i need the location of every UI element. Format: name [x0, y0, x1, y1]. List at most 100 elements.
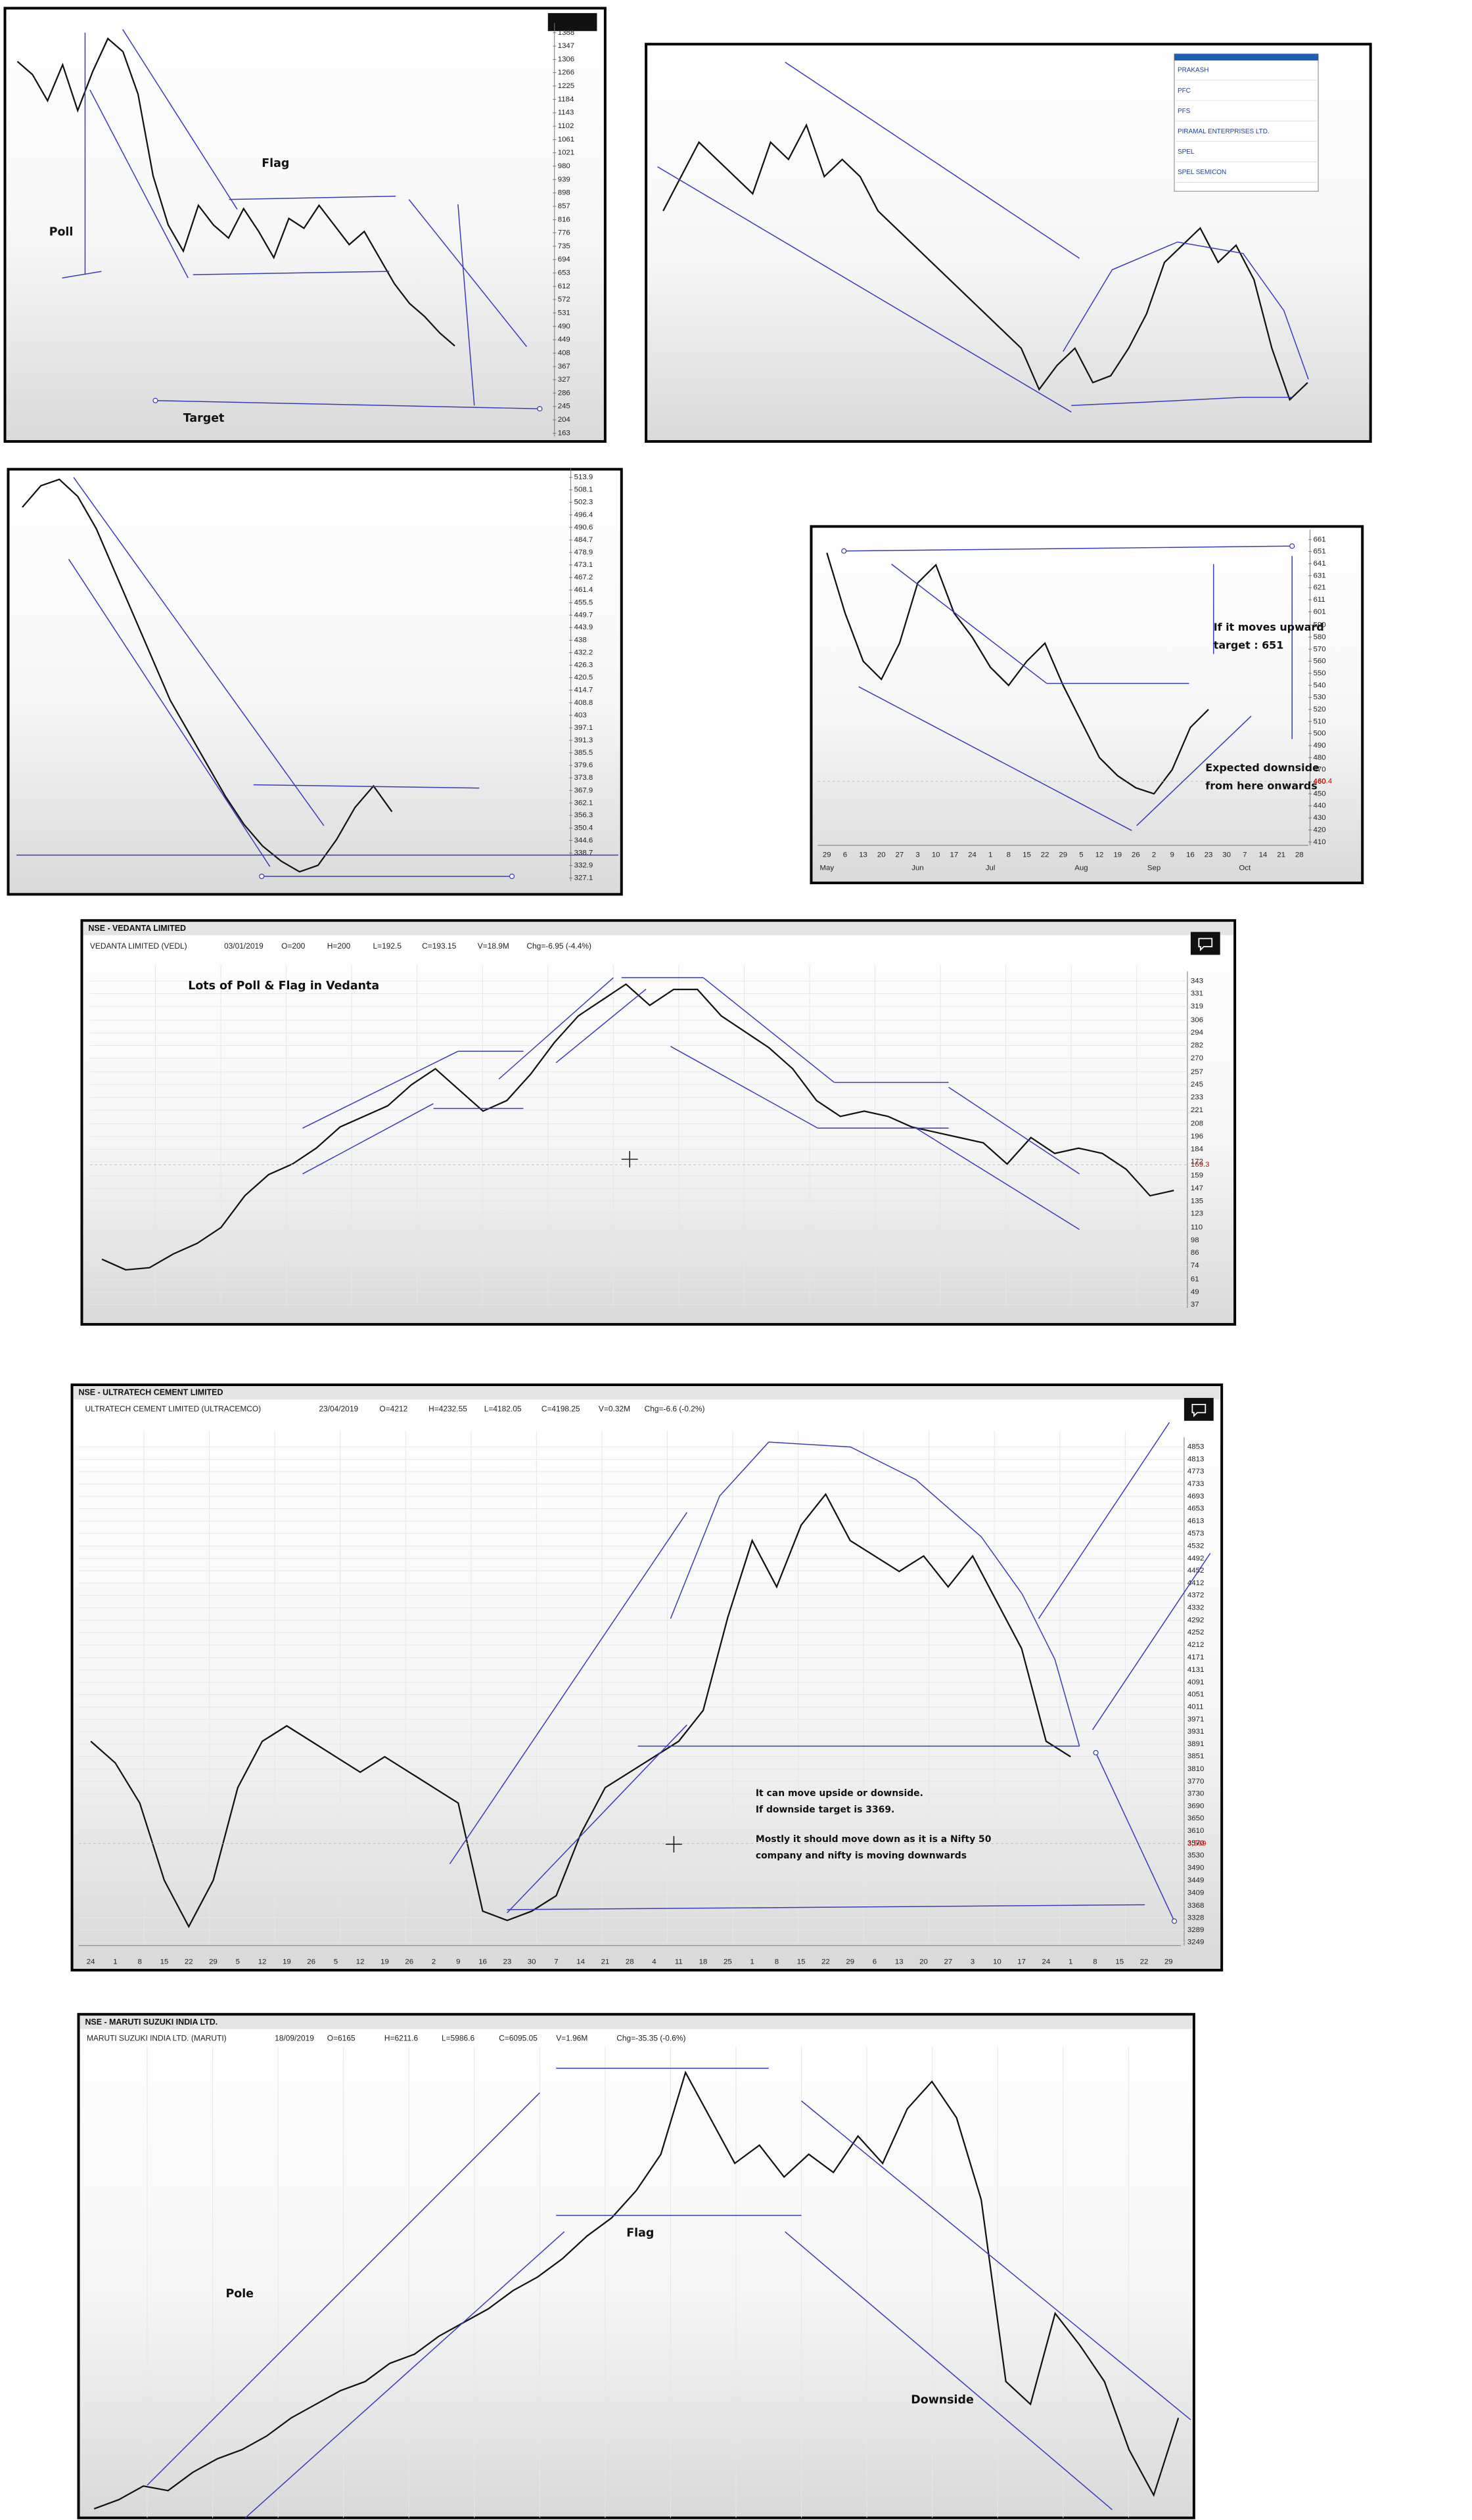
trend-line — [890, 564, 1047, 684]
y-tick-label: 898 — [558, 189, 570, 197]
panel-background — [80, 919, 1237, 1326]
y-tick-label: 4011 — [1187, 1703, 1204, 1711]
annotation: Expected downside — [1205, 761, 1320, 774]
current-price-label: 3,569 — [1187, 1839, 1207, 1847]
x-tick-label: 12 — [258, 1958, 267, 1966]
trend-anchor — [841, 548, 847, 554]
trend-anchor — [152, 397, 158, 403]
y-tick-label: 3810 — [1187, 1765, 1204, 1773]
y-tick-label: 3891 — [1187, 1740, 1204, 1748]
x-tick-label: 30 — [528, 1958, 536, 1966]
x-tick-label: 24 — [968, 851, 977, 859]
x-tick-label: 15 — [1115, 1958, 1124, 1966]
trend-line — [1038, 1422, 1170, 1619]
watchlist-item[interactable]: PIRAMAL ENTERPRISES LTD. — [1178, 128, 1270, 135]
y-tick-label: 4372 — [1187, 1592, 1204, 1600]
chat-button[interactable] — [1184, 1397, 1214, 1421]
quote-info: L=4182.05 — [484, 1405, 522, 1414]
y-tick-label: 1102 — [558, 122, 574, 130]
y-tick-label: 496.4 — [574, 511, 593, 519]
x-tick-label: 29 — [1164, 1958, 1173, 1966]
trend-line — [702, 977, 835, 1083]
y-tick-label: 449 — [558, 336, 570, 344]
y-tick-label: 286 — [558, 389, 570, 397]
watchlist-bar — [1174, 54, 1319, 61]
quote-info: H=6211.6 — [384, 2034, 419, 2043]
watchlist-item[interactable]: SPEL — [1178, 148, 1195, 156]
annotation: Flag — [626, 2227, 654, 2240]
watchlist-item[interactable]: PFC — [1178, 87, 1191, 95]
x-tick-label: 29 — [823, 851, 831, 859]
x-tick-label: 22 — [1140, 1958, 1149, 1966]
x-tick-label: 7 — [554, 1958, 558, 1966]
annotation: It can move upside or downside. — [756, 1788, 923, 1799]
quote-info: Chg=-6.95 (-4.4%) — [526, 941, 591, 951]
x-tick-label: 3 — [915, 851, 919, 859]
y-tick-label: 245 — [1191, 1081, 1203, 1089]
quote-info: VEDANTA LIMITED (VEDL) — [90, 941, 187, 951]
y-tick-label: 513.9 — [574, 474, 593, 482]
chart-panel: 513.9 508.1 502.3 496.4 490.6 484.7 478.9 473.1… — [7, 467, 623, 896]
quote-info: 18/09/2019 — [275, 2034, 314, 2043]
x-tick-label: 13 — [859, 851, 867, 859]
y-tick-label: 3409 — [1187, 1889, 1204, 1897]
x-tick-label: 26 — [405, 1958, 413, 1966]
x-tick-label: 2 — [1152, 851, 1156, 859]
y-tick-label: 1306 — [558, 56, 574, 64]
price-line — [90, 1493, 1071, 1929]
y-tick-label: 3851 — [1187, 1753, 1204, 1761]
current-price-label: 169.3 — [1191, 1161, 1210, 1169]
x-tick-label: 8 — [138, 1958, 142, 1966]
y-tick-label: 1347 — [558, 42, 574, 50]
y-tick-label: 3490 — [1187, 1864, 1204, 1872]
x-tick-label: 19 — [283, 1958, 291, 1966]
y-tick-label: 4212 — [1187, 1641, 1204, 1649]
trend-line — [670, 1046, 818, 1129]
x-tick-label: 16 — [478, 1958, 487, 1966]
y-tick-label: 356.3 — [574, 811, 593, 819]
y-tick-label: 362.1 — [574, 799, 593, 807]
y-tick-label: 776 — [558, 229, 570, 236]
y-tick-label: 4813 — [1187, 1455, 1204, 1463]
x-tick-label: 17 — [1017, 1958, 1026, 1966]
x-tick-label: 20 — [877, 851, 886, 859]
y-tick-label: 816 — [558, 216, 570, 224]
y-tick-label: 282 — [1191, 1042, 1203, 1050]
x-tick-label: 17 — [950, 851, 958, 859]
x-tick-label: 9 — [1170, 851, 1174, 859]
chat-button[interactable] — [1190, 932, 1220, 955]
quote-info: L=192.5 — [373, 941, 402, 951]
x-tick-label: 27 — [896, 851, 904, 859]
watchlist-item[interactable]: PRAKASH — [1178, 67, 1209, 74]
trend-line — [62, 271, 102, 279]
y-tick-label: 257 — [1191, 1068, 1203, 1076]
y-tick-label: 653 — [558, 269, 570, 277]
x-tick-label: 19 — [1113, 851, 1122, 859]
watchlist-item[interactable]: SPEL SEMICON — [1178, 169, 1226, 176]
price-line — [16, 37, 455, 347]
y-tick-label: 490 — [558, 323, 570, 330]
x-tick-label: 5 — [236, 1958, 240, 1966]
y-tick-label: 1143 — [558, 109, 574, 117]
trend-line — [408, 199, 528, 348]
y-tick-label: 367.9 — [574, 786, 593, 794]
watchlist-item[interactable]: PFS — [1178, 108, 1191, 115]
trend-line — [1063, 241, 1309, 380]
header-strip — [74, 1386, 1220, 1400]
y-tick-label: 980 — [558, 162, 570, 170]
x-tick-label: 5 — [334, 1958, 338, 1966]
x-tick-label: 8 — [775, 1958, 779, 1966]
y-tick-label: 408.8 — [574, 699, 593, 707]
trend-line — [89, 89, 189, 279]
y-tick-label: 601 — [1314, 608, 1326, 616]
trend-line — [1136, 715, 1252, 826]
trend-anchor — [509, 873, 515, 880]
trend-line — [1092, 1552, 1211, 1730]
quote-info: V=18.9M — [478, 941, 509, 951]
quote-info: H=200 — [327, 941, 351, 951]
x-tick-label: 16 — [1186, 851, 1195, 859]
y-tick-label: 572 — [558, 296, 570, 304]
x-tick-label: 1 — [1069, 1958, 1072, 1966]
x-tick-label: 23 — [1205, 851, 1213, 859]
y-tick-label: 135 — [1191, 1197, 1203, 1205]
